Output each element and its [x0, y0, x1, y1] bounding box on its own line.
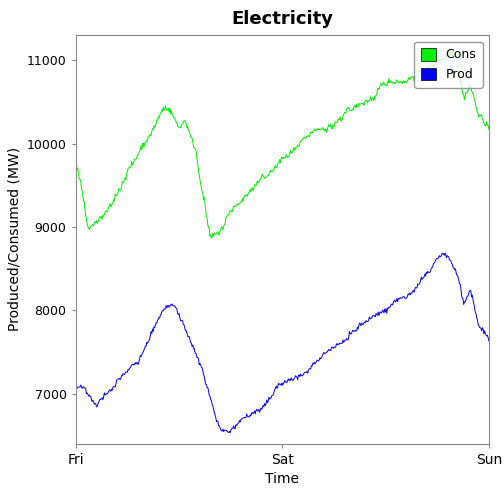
Title: Electricity: Electricity — [231, 10, 333, 28]
Legend: Cons, Prod: Cons, Prod — [414, 41, 483, 88]
Y-axis label: Produced/Consumed (MW): Produced/Consumed (MW) — [7, 147, 21, 332]
X-axis label: Time: Time — [265, 472, 299, 486]
